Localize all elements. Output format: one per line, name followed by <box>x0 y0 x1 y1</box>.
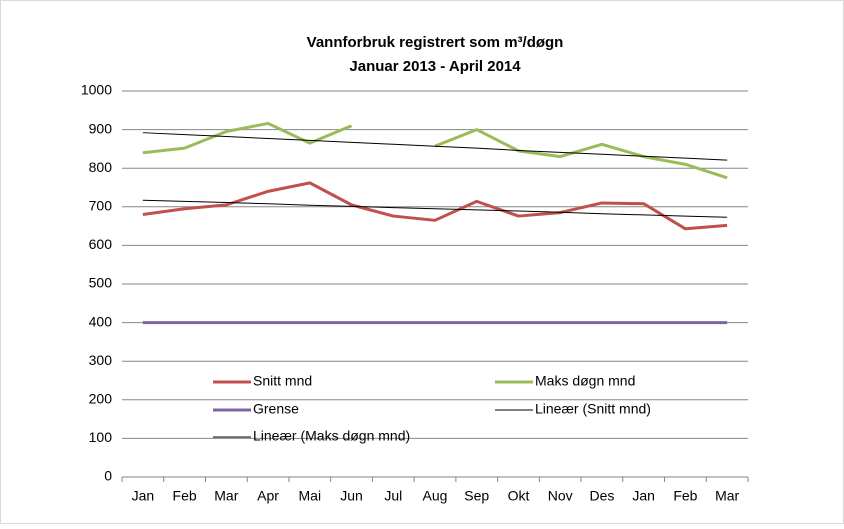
x-tick-label: Nov <box>548 488 573 504</box>
legend-label: Lineær (Snitt mnd) <box>535 401 651 417</box>
y-tick-label: 600 <box>89 236 113 252</box>
x-tick-label: Apr <box>257 488 279 504</box>
x-tick-label: Jun <box>340 488 363 504</box>
series-line <box>142 199 728 218</box>
y-tick-label: 400 <box>89 313 113 329</box>
x-tick-label: Jan <box>132 488 155 504</box>
series-line <box>434 128 728 180</box>
series-line <box>142 121 353 155</box>
y-tick-label: 1000 <box>81 82 112 98</box>
y-tick-label: 700 <box>89 198 113 214</box>
legend-label: Maks døgn mnd <box>535 373 635 389</box>
legend-label: Snitt mnd <box>253 373 312 389</box>
chart-subtitle: Januar 2013 - April 2014 <box>349 58 521 75</box>
x-tick-label: Sep <box>464 488 489 504</box>
y-tick-label: 200 <box>89 391 113 407</box>
legend-label: Grense <box>253 401 299 417</box>
y-tick-label: 300 <box>89 352 113 368</box>
x-tick-label: Jan <box>632 488 655 504</box>
y-tick-label: 100 <box>89 429 113 445</box>
series-line <box>142 132 728 161</box>
y-tick-label: 900 <box>89 120 113 136</box>
x-tick-label: Feb <box>173 488 197 504</box>
y-tick-label: 800 <box>89 159 113 175</box>
x-tick-label: Mar <box>214 488 238 504</box>
chart-title: Vannforbruk registrert som m³/døgn <box>307 34 564 51</box>
x-tick-label: Okt <box>508 488 530 504</box>
x-tick-label: Mar <box>715 488 739 504</box>
x-tick-label: Jul <box>384 488 402 504</box>
y-tick-label: 500 <box>89 275 113 291</box>
x-tick-label: Feb <box>673 488 697 504</box>
series-line <box>142 181 728 231</box>
y-tick-label: 0 <box>104 468 112 484</box>
legend-label: Lineær (Maks døgn mnd) <box>253 428 410 444</box>
x-tick-label: Des <box>589 488 614 504</box>
x-tick-label: Aug <box>423 488 448 504</box>
x-tick-label: Mai <box>299 488 322 504</box>
